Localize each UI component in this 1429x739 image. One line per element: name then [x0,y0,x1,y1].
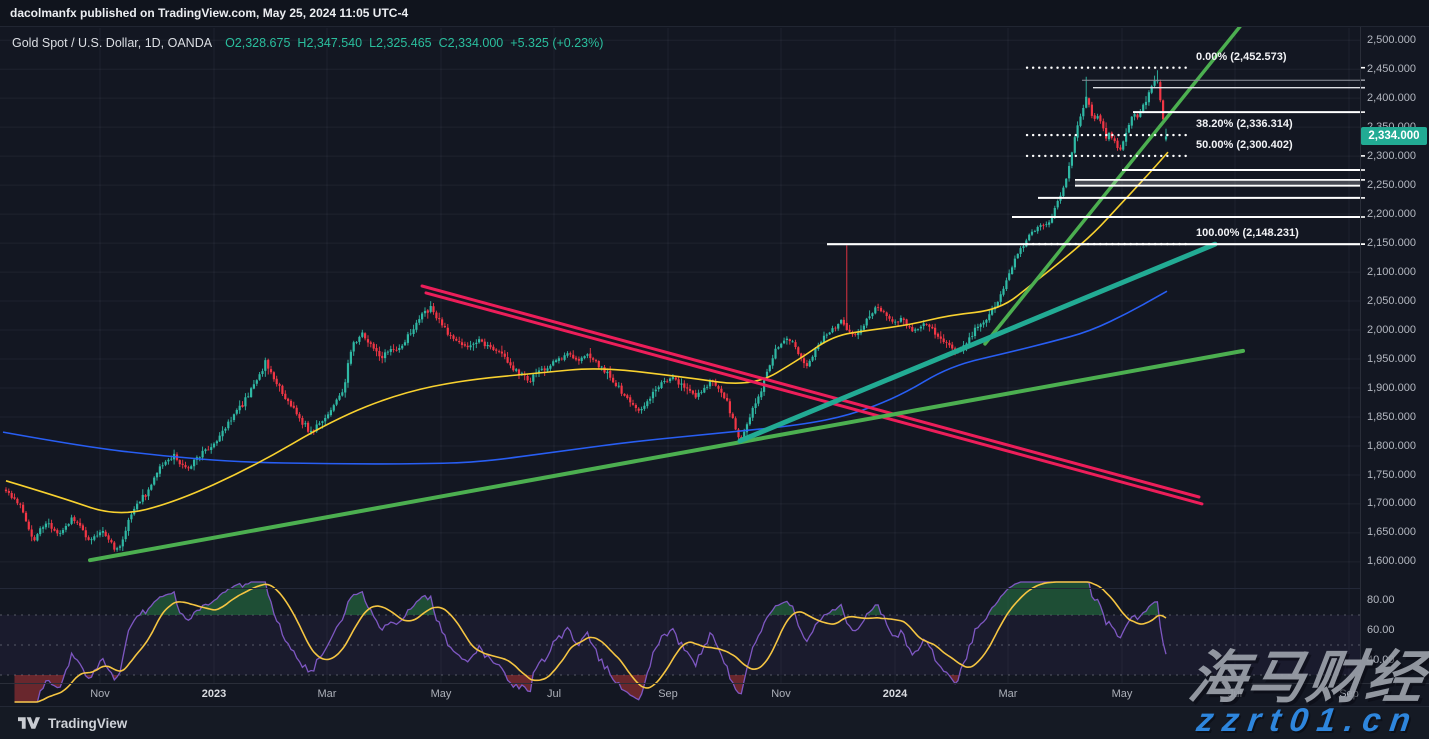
price-tick-label: 2,500.000 [1367,33,1416,46]
up-candle-wicks [36,70,1167,552]
price-tick-label: 1,950.000 [1367,352,1416,365]
ma-slow-line [2,290,1168,465]
price-tick-label: 2,250.000 [1367,178,1416,191]
legend-high: H2,347.540 [297,36,363,50]
legend-close: C2,334.000 [438,36,504,50]
price-tick-label: 2,100.000 [1367,265,1416,278]
publish-bar: dacolmanfx published on TradingView.com,… [0,0,1429,27]
time-tick-label: Sep [658,688,678,700]
fib-label: 0.00% (2,452.573) [1196,50,1287,63]
price-tick-label: 2,050.000 [1367,294,1416,307]
time-tick-label: Jul [1227,688,1243,700]
symbol-legend[interactable]: Gold Spot / U.S. Dollar, 1D, OANDA O2,328… [12,36,603,50]
publish-text: dacolmanfx published on TradingView.com,… [10,6,409,20]
price-tick-label: 2,200.000 [1367,207,1416,220]
time-tick-label: Mar [998,688,1018,700]
rsi-tick-label: 80.00 [1367,593,1395,606]
price-tick-label: 2,450.000 [1367,62,1416,75]
legend-open: O2,328.675 [225,36,291,50]
ma-fast-line [5,151,1169,514]
time-tick-label: 2024 [882,688,908,700]
time-tick-label: Sep [1339,688,1359,700]
symbol-title: Gold Spot / U.S. Dollar, 1D, OANDA [12,36,213,50]
price-tick-label: 1,800.000 [1367,439,1416,452]
time-tick-label: Nov [771,688,791,700]
fib-label: 50.00% (2,300.402) [1196,138,1293,151]
price-tick-label: 1,650.000 [1367,526,1416,539]
tradingview-logo-icon [18,717,41,729]
tradingview-wordmark: TradingView [48,715,128,731]
price-tick-label: 2,150.000 [1367,236,1416,249]
price-tick-label: 2,400.000 [1367,91,1416,104]
rsi-ma-line [14,581,1167,703]
price-tick-label: 2,000.000 [1367,323,1416,336]
price-tick-label: 1,850.000 [1367,410,1416,423]
price-tick-label: 1,600.000 [1367,555,1416,568]
up-candle-bodies [36,80,1168,550]
price-tick-label: 2,300.000 [1367,149,1416,162]
time-tick-label: Jul [546,688,562,700]
trend-line-steep-uptrend [983,21,1245,346]
rsi-tick-label: 60.00 [1367,623,1395,636]
price-tick-label: 1,900.000 [1367,381,1416,394]
price-tick-label: 1,750.000 [1367,468,1416,481]
grid-layer [0,28,1360,683]
fib-label: 38.20% (2,336.314) [1196,118,1293,131]
trend-line-long-term-support [88,348,1245,563]
watermark-url: zzrt01.cn [1194,701,1422,738]
rsi-tick-label: 40.00 [1367,653,1395,666]
time-tick-label: Nov [90,688,110,700]
tradingview-logo[interactable]: TradingView [18,716,127,731]
time-tick-label: Mar [317,688,337,700]
last-price-badge: 2,334.000 [1361,127,1427,146]
fib-label: 100.00% (2,148.231) [1196,227,1299,240]
trend-line-descending-channel-lower [424,291,1204,506]
time-tick-label: May [1111,688,1133,700]
trend-line-teal-uptrend [737,241,1218,444]
time-tick-label: 2023 [201,688,227,700]
legend-change: +5.325 (+0.23%) [510,36,604,50]
time-tick-label: May [430,688,452,700]
rsi-line [14,581,1167,703]
footer-bar: TradingView [0,706,1429,739]
trend-line-descending-channel-upper [420,284,1201,499]
price-tick-label: 1,700.000 [1367,497,1416,510]
legend-low: L2,325.465 [369,36,432,50]
